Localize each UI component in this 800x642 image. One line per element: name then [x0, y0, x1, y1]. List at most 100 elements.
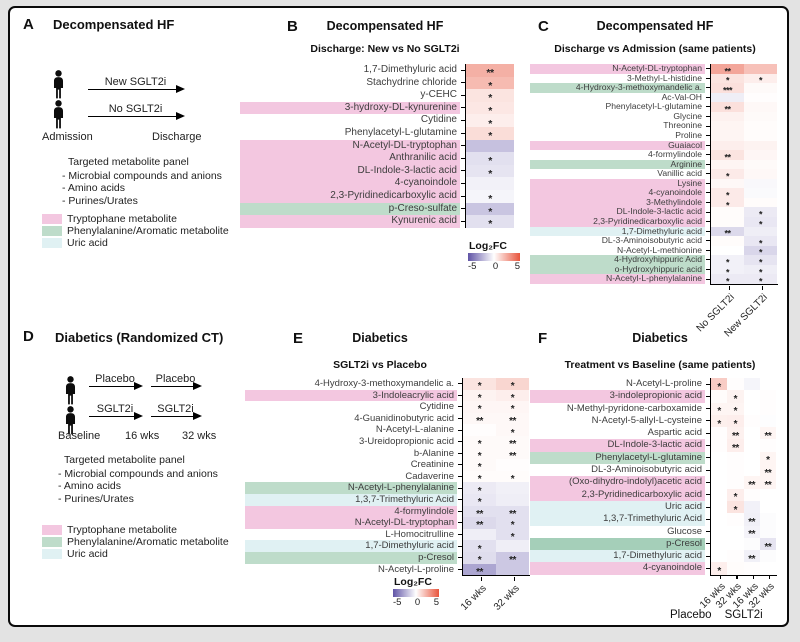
metabolite-label: Threonine — [663, 120, 702, 131]
column-tick — [768, 575, 771, 579]
arrow-line — [88, 111, 185, 120]
metabolite-label: p-Cresol — [530, 537, 705, 551]
significance-stars: ** — [509, 439, 516, 451]
panel-a: A Decompensated HF New SGLT2i No SGLT2i … — [0, 0, 235, 320]
axis-tick — [705, 246, 710, 256]
heatmap-cell: ** — [743, 513, 760, 528]
heatmap-cell: * — [496, 470, 529, 485]
heatmap-cell: ** — [463, 412, 496, 427]
metabolite-label: Cadaverine — [405, 470, 454, 482]
metabolite-row: N-Acetyl-L-proline ** — [245, 563, 530, 578]
axis-tick — [705, 501, 710, 513]
metabolite-label: N-Acetyl-L-proline — [377, 563, 454, 575]
panel-d: D Diabetics (Randomized CT) Placebo Plac… — [0, 320, 235, 640]
axis-tick — [705, 538, 710, 550]
significance-stars: * — [733, 504, 738, 516]
panel-e-subtitle: SGLT2i vs Placebo — [333, 359, 427, 371]
heatmap-cell: ** — [711, 226, 744, 239]
metabolite-label: y-CEHC — [420, 89, 457, 101]
heatmap-cell: ** — [463, 517, 496, 531]
heatmap-cells: * — [710, 236, 777, 249]
heatmap-cell: * — [711, 414, 728, 429]
heatmap-cells: ** ** — [710, 476, 776, 491]
axis-tick — [705, 526, 710, 538]
phenylalanine-swatch — [42, 536, 62, 547]
color-legend: Tryptophane metabolite Phenylalanine/Aro… — [42, 524, 229, 560]
panel-c-title: Decompensated HF — [596, 19, 714, 33]
axis-tick — [705, 217, 710, 227]
metabolite-row: p-Cresol ** — [530, 537, 777, 552]
metabolite-label: 2,3-Pyridinedicarboxylic acid — [530, 216, 705, 227]
metabolite-label: 4-Hydroxyhippuric Acid — [530, 255, 705, 265]
colorbar-gradient — [393, 589, 439, 597]
heatmap-cell: ** — [496, 551, 529, 566]
heatmap-cell: * — [463, 482, 496, 497]
axis-tick — [705, 102, 710, 112]
heatmap-cells — [710, 111, 777, 122]
metabolite-label: N-Acetyl-L-alanine — [375, 424, 454, 436]
heatmap-cell: ** — [496, 447, 529, 462]
heatmap-cell — [743, 439, 760, 452]
axis-tick — [705, 160, 710, 170]
panel-f-subtitle: Treatment vs Baseline (same patients) — [564, 359, 756, 371]
x-axis-line — [462, 575, 530, 577]
metabolite-row: 1,7-Dimethyluric acid ** — [530, 226, 778, 239]
heatmap-cell — [744, 102, 777, 112]
metabolite-row: 4-formylindole ** ** — [245, 505, 530, 520]
significance-stars: * — [758, 238, 763, 249]
metabolite-panel-item: - Purines/Urates — [62, 194, 138, 207]
axis-tick — [705, 141, 710, 151]
heatmap-cell — [744, 226, 777, 237]
arrow-line — [151, 381, 202, 390]
metabolite-row: 3-hydroxy-DL-kynurenine * — [240, 101, 514, 117]
column-tick — [480, 577, 482, 581]
axis-tick — [705, 439, 710, 451]
axis-tick — [705, 64, 710, 74]
metabolite-label: N-Acetyl-DL-tryptophan — [530, 63, 705, 74]
heatmap-cells: ** — [710, 264, 777, 277]
axis-tick — [457, 564, 462, 576]
metabolite-row: 2,3-Pyridinedicarboxylic acid * — [530, 488, 777, 503]
metabolite-row: N-Acetyl-L-phenylalanine * — [245, 482, 530, 497]
metabolite-label: b-Alanine — [413, 447, 454, 459]
colorbar-tick: 0 — [414, 597, 421, 608]
significance-stars: ** — [724, 152, 731, 163]
heatmap-cell — [711, 500, 728, 514]
heatmap-cell — [759, 439, 776, 452]
significance-stars: * — [717, 381, 721, 393]
heatmap-cell — [711, 525, 728, 538]
column-tick — [728, 286, 730, 290]
axis-tick — [705, 415, 710, 427]
metabolite-row: DL-Indole-3-lactic acid * — [240, 164, 514, 180]
timeline-discharge: Discharge — [152, 131, 202, 143]
metabolite-row: 2,3-Pyridinedicarboxylic acid * — [530, 216, 778, 229]
heatmap-cell: * — [711, 73, 744, 86]
axis-tick — [457, 390, 462, 402]
metabolite-panel-items: - Microbial compounds and anions - Amino… — [58, 468, 218, 505]
panel-d-letter: D — [23, 328, 34, 345]
arrow-label: Placebo — [95, 373, 135, 385]
arrow-label: Placebo — [155, 373, 196, 385]
metabolite-label: o-Hydroxyhippuric acid — [530, 264, 705, 275]
heatmap-cell: ** — [496, 435, 529, 451]
axis-tick — [457, 459, 462, 471]
colorbar-label: Log₂FC — [394, 576, 432, 588]
axis-tick — [460, 165, 465, 178]
heatmap-cell — [711, 92, 744, 103]
metabolite-panel-item: - Microbial compounds and anions — [58, 468, 218, 480]
heatmap-cells: * — [710, 197, 777, 210]
heatmap-cells: * — [465, 215, 514, 231]
heatmap-cells: ** — [710, 402, 776, 417]
heatmap-cell — [759, 500, 776, 514]
heatmap-cell: * — [727, 500, 744, 516]
heatmap-cell: ** — [743, 525, 760, 540]
significance-stars: * — [725, 276, 730, 287]
heatmap-cell: * — [496, 517, 529, 531]
metabolite-label: (Oxo-dihydro-indolyl)acetic acid — [530, 476, 705, 489]
significance-stars: * — [758, 209, 763, 220]
metabolite-row: 3-Indoleacrylic acid * * — [245, 389, 530, 404]
metabolite-label: 4-formylindole — [245, 505, 457, 518]
significance-stars: ** — [764, 479, 772, 491]
metabolite-row: Glucose ** — [530, 525, 777, 540]
